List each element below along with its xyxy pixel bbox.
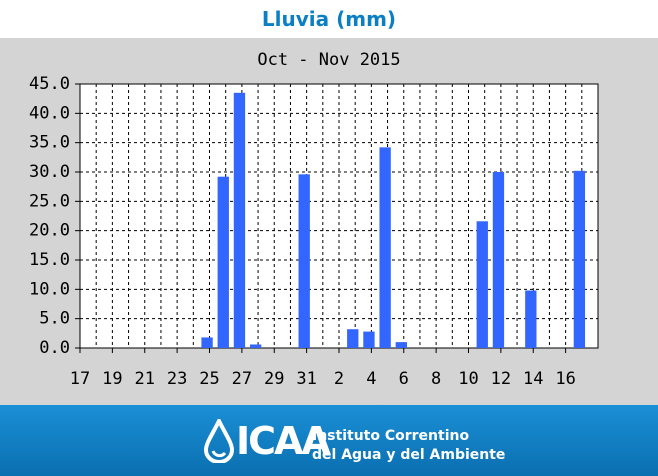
y-tick-label: 5.0 [39,309,70,329]
org-line: del Agua y del Ambiente [312,447,506,463]
x-tick-label: 19 [102,369,122,389]
bar [573,170,586,348]
bar [347,329,359,348]
x-tick-label: 25 [199,369,219,389]
x-tick-label: 2 [334,369,344,389]
x-tick-label: 14 [523,369,543,389]
organization: Instituto Correntino del Agua y del Ambi… [312,427,505,465]
org-line: Instituto Correntino [312,428,470,444]
bar [379,147,391,348]
y-tick-label: 0.0 [39,338,70,358]
x-tick-label: 4 [366,369,376,389]
x-tick-label: 12 [491,369,511,389]
bar [476,221,488,348]
bar [492,172,505,348]
x-tick-label: 29 [264,369,284,389]
x-tick-label: 17 [70,369,90,389]
y-tick-label: 20.0 [29,221,70,241]
bar [395,342,407,348]
y-tick-label: 45.0 [29,74,70,94]
x-tick-label: 6 [399,369,409,389]
y-tick-label: 15.0 [29,250,70,270]
chart-subtitle: Oct - Nov 2015 [257,50,400,70]
chart: Oct - Nov 2015 0.0 5.0 10.0 15.0 20.0 25.0 30.… [0,38,658,405]
x-tick-label: 27 [232,369,252,389]
y-tick-label: 40.0 [29,103,70,123]
bar [363,331,375,348]
bar [298,174,310,348]
bar [525,290,537,348]
x-tick-label: 23 [167,369,187,389]
y-tick-label: 30.0 [29,162,70,182]
x-tick-label: 16 [555,369,575,389]
x-tick-label: 31 [296,369,316,389]
y-tick-label: 35.0 [29,133,70,153]
y-tick-label: 25.0 [29,191,70,211]
x-tick-label: 8 [431,369,441,389]
logo-text: ICAA [236,419,331,463]
bar [233,92,246,348]
logo-drop [204,419,234,463]
x-tick-label: 10 [458,369,478,389]
y-tick-label: 10.0 [29,279,70,299]
header-title: Lluvia (mm) [0,0,658,38]
bar [217,176,229,348]
bar [249,344,262,348]
x-tick-label: 21 [135,369,155,389]
footer: ICAA Instituto Correntino del Agua y del… [0,405,658,476]
bar [201,337,213,348]
